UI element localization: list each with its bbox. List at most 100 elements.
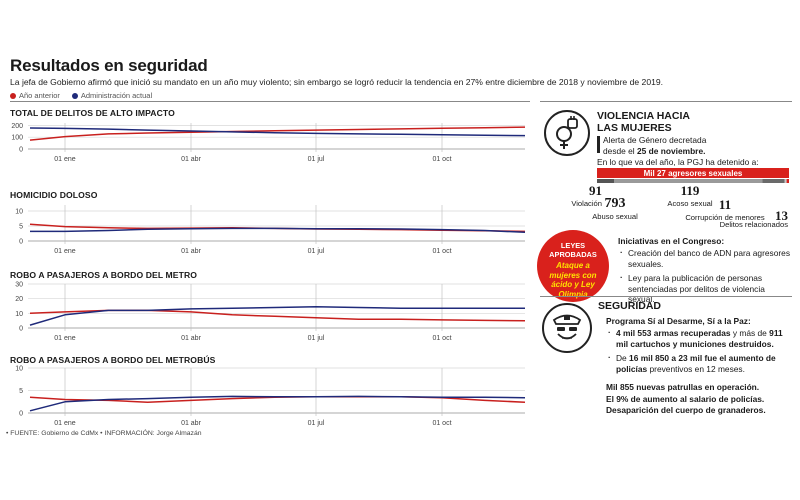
seguridad-item-armas-a: 4 mil 553 armas recuperadas <box>616 328 731 338</box>
header-divider <box>10 101 530 102</box>
police-face-icon <box>552 314 582 340</box>
agresores-bar-label: Mil 27 agresores sexuales <box>644 169 743 178</box>
x-tick-label: 01 abr <box>181 335 202 342</box>
series-line-previous <box>29 126 526 141</box>
page-title: Resultados en seguridad <box>10 56 208 75</box>
x-tick-label: 01 oct <box>432 248 451 255</box>
chart-title-metrobus: ROBO A PASAJEROS A BORDO DEL METROBÚS <box>10 355 216 365</box>
series-line-current <box>29 305 525 326</box>
x-tick-label: 01 ene <box>54 248 76 255</box>
seguridad-item-armas: 4 mil 553 armas recuperadas y más de 911… <box>608 327 792 349</box>
agresores-segment <box>614 179 763 183</box>
seguridad-item-policias-c: preventivos en 12 meses. <box>647 363 745 374</box>
seguridad-closing-line: El 9% de aumento al salario de policías. <box>606 393 765 404</box>
stat-acoso-value: 119 <box>680 183 700 198</box>
y-tick-label: 0 <box>19 326 23 333</box>
stat-corrupcion: 11 Corrupción de menores <box>680 197 770 224</box>
alerta-text: Alerta de Género decretada desde el 25 d… <box>603 135 723 156</box>
stat-relacionados-label: Delitos relacionados <box>719 220 788 229</box>
chart-title-metro: ROBO A PASAJEROS A BORDO DEL METRO <box>10 270 198 280</box>
panel-divider <box>540 101 792 102</box>
stat-relacionados-value: 13 <box>775 208 788 223</box>
seguridad-item-policias-a: De <box>616 353 630 363</box>
x-tick-label: 01 jul <box>308 420 325 427</box>
y-tick-label: 0 <box>19 239 23 246</box>
stat-abuso-value: 793 <box>604 196 626 211</box>
alerta-date: 25 de noviembre. <box>637 145 706 156</box>
agresores-segment <box>784 179 787 183</box>
seguridad-item-armas-b: y más de <box>730 328 770 338</box>
seguridad-closing-line: Desaparición del cuerpo de granaderos. <box>606 405 766 415</box>
chart-title-homicidio: HOMICIDIO DOLOSO <box>10 190 98 200</box>
leyes-badge-text: Ataque a mujeres con ácido y Ley Olimpia <box>549 261 597 299</box>
legend-dot-current <box>71 92 78 99</box>
stat-violacion: 91 Violación <box>562 183 602 210</box>
seguridad-item-policias: De 16 mil 850 a 23 mil fue el aumento de… <box>608 352 792 374</box>
alerta-accent-bar <box>597 136 600 153</box>
stat-relacionados: 13 <box>712 208 788 224</box>
x-tick-label: 01 jul <box>308 156 325 163</box>
x-tick-label: 01 jul <box>308 248 325 255</box>
seguridad-item-policias-b: 16 mil 850 a 23 mil fue el aumento de po… <box>616 353 776 374</box>
chart-title-alto-impacto: TOTAL DE DELITOS DE ALTO IMPACTO <box>10 108 175 118</box>
leyes-badge: LEYES APROBADAS Ataque a mujeres con áci… <box>537 230 609 302</box>
series-line-current <box>30 227 526 234</box>
page-subtitle: La jefa de Gobierno afirmó que inició su… <box>10 77 664 87</box>
x-tick-label: 01 oct <box>432 156 451 163</box>
y-tick-label: 10 <box>15 311 23 318</box>
police-officer-icon <box>542 303 592 353</box>
x-tick-label: 01 ene <box>54 335 76 342</box>
seguridad-title: SEGURIDAD <box>598 300 662 312</box>
x-tick-label: 01 abr <box>181 420 202 427</box>
y-tick-label: 100 <box>11 135 23 142</box>
seguridad-closing: Mil 855 nuevas patrullas en operación. E… <box>606 382 766 417</box>
x-tick-label: 01 ene <box>54 156 76 163</box>
seguridad-list: 4 mil 553 armas recuperadas y más de 911… <box>608 327 792 374</box>
seguridad-divider <box>540 296 792 297</box>
chart-legend: Año anterior Administración actual <box>10 91 152 100</box>
agresores-segment <box>762 179 785 183</box>
woman-gesture-icon <box>544 110 590 156</box>
chart-metrobus: 0 5 10 01 ene 01 abr 01 jul 01 oct <box>15 366 526 427</box>
seguridad-program: Programa Sí al Desarme, Sí a la Paz: <box>606 316 751 326</box>
y-tick-label: 5 <box>19 224 23 231</box>
stat-abuso: 793 Abuso sexual <box>585 196 645 223</box>
legend-item-previous: Año anterior <box>10 91 60 100</box>
chart-alto-impacto: 0 100 200 01 ene 01 abr 01 jul 01 oct <box>11 123 526 163</box>
source-note: • FUENTE: Gobierno de CdMx • INFORMACIÓN… <box>6 430 202 437</box>
leyes-badge-title: LEYES APROBADAS <box>549 241 597 259</box>
legend-item-current: Administración actual <box>71 91 153 100</box>
seguridad-closing-line: Mil 855 nuevas patrullas en operación. <box>606 382 760 392</box>
alerta-pre: Alerta de Género decretada desde el <box>603 135 707 156</box>
x-tick-label: 01 ene <box>54 420 76 427</box>
detenido-text: En lo que va del año, la PGJ ha detenido… <box>597 157 759 167</box>
series-line-current <box>29 395 526 412</box>
stat-acoso-label: Acoso sexual <box>667 199 713 208</box>
chart-metro: 0 10 20 30 01 ene 01 abr 01 jul 01 oct <box>15 282 526 342</box>
legend-label-previous: Año anterior <box>19 91 60 100</box>
agresores-stacked-bar: Mil 27 agresores sexuales <box>597 168 789 183</box>
series-line-previous <box>29 309 526 322</box>
stat-violacion-value: 91 <box>589 183 602 198</box>
leyes-item: Ley para la publicación de personas sent… <box>620 272 792 305</box>
x-tick-label: 01 abr <box>181 156 202 163</box>
violencia-title: VIOLENCIA HACIA LAS MUJERES <box>597 110 690 134</box>
legend-dot-previous <box>10 92 16 99</box>
y-tick-label: 10 <box>15 366 23 373</box>
x-tick-label: 01 oct <box>432 335 451 342</box>
y-tick-label: 20 <box>15 296 23 303</box>
y-tick-label: 200 <box>11 123 23 130</box>
leyes-item: Creación del banco de ADN para agresores… <box>620 247 792 269</box>
x-tick-label: 01 jul <box>308 335 325 342</box>
y-tick-label: 10 <box>15 209 23 216</box>
agresores-segment <box>597 179 614 183</box>
agresores-bar-label-band <box>597 168 789 178</box>
legend-label-current: Administración actual <box>80 91 153 100</box>
woman-symbol-icon <box>556 116 578 149</box>
y-tick-label: 0 <box>19 411 23 418</box>
agresores-segment <box>786 179 789 183</box>
y-tick-label: 30 <box>15 282 23 289</box>
leyes-list: Creación del banco de ADN para agresores… <box>620 247 792 305</box>
series-line-current <box>29 127 526 137</box>
stat-abuso-label: Abuso sexual <box>592 212 638 221</box>
